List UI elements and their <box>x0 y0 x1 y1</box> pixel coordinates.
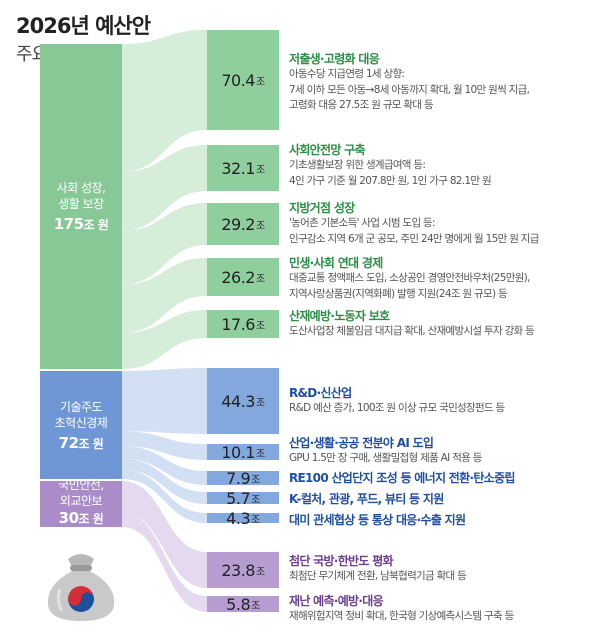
program-description: 산업·생활·공공 전분야 AI 도입 GPU 1.5만 장 구매, 생활밀접형 … <box>289 436 594 467</box>
source-amount: 72조 원 <box>58 433 104 452</box>
program-value: 5.7 조 <box>207 489 279 508</box>
flow-tech <box>122 458 207 504</box>
program-detail: 기초생활보장 위한 생계급여액 등: <box>289 159 426 171</box>
program-title: R&D·신산업 <box>289 386 352 400</box>
program-detail: 도산사업장 체불임금 대지급 확대, 산재예방시설 투자 강화 등 <box>289 325 535 337</box>
program-description: R&D·신산업 R&D 예산 증가, 100조 원 이상 규모 국민성장펀드 등 <box>289 386 594 417</box>
program-description: 저출생·고령화 대응 아동수당 지급연령 1세 상향: 7세 이하 모든 아동→… <box>289 52 594 114</box>
program-value: 70.4 조 <box>207 30 279 130</box>
program-detail: 재해위험지역 정비 확대, 한국형 기상예측시스템 구축 등 <box>289 610 514 622</box>
program-title: 산재예방·노동자 보호 <box>289 309 390 323</box>
program-title: 산업·생활·공공 전분야 AI 도입 <box>289 436 434 450</box>
program-description: 첨단 국방·한반도 평화 최첨단 무기체계 전환, 남북협력기금 확대 등 <box>289 554 594 585</box>
program-detail: 최첨단 무기체계 전환, 남북협력기금 확대 등 <box>289 570 467 582</box>
program-title: K-컬처, 관광, 푸드, 뷰티 등 지원 <box>289 492 444 506</box>
program-title: 대미 관세협상 등 통상 대응·수출 지원 <box>289 513 466 527</box>
source-amount: 30조 원 <box>58 509 104 527</box>
program-description: 민생·사회 연대 경제 대중교통 정액패스 도입, 소상공인 경영안전바우처(2… <box>289 256 594 302</box>
program-description: 재난 예측·예방·대응 재해위험지역 정비 확대, 한국형 기상예측시스템 구축… <box>289 594 594 625</box>
source-amount: 175조 원 <box>53 215 109 233</box>
flow-social <box>122 258 207 334</box>
program-value: 23.8 조 <box>207 552 279 588</box>
source-label: 사회 성장, <box>56 181 106 195</box>
source-label: 기술주도 <box>59 399 103 414</box>
program-title: 사회안전망 구축 <box>289 143 366 157</box>
program-detail: R&D 예산 증가, 100조 원 이상 규모 국민성장펀드 등 <box>289 402 505 414</box>
source-label: 외교안보 <box>59 494 103 508</box>
program-value: 5.8 조 <box>207 595 279 614</box>
program-value: 44.3 조 <box>207 368 279 434</box>
flow-tech <box>122 446 207 485</box>
flow-tech <box>122 368 207 434</box>
source-label: 초혁신경제 <box>54 415 108 430</box>
program-title: RE100 산업단지 조성 등 에너지 전환·탄소중립 <box>289 471 515 485</box>
program-value: 17.6 조 <box>207 310 279 338</box>
program-detail: 7세 이하 모든 아동→8세 아동까지 확대, 월 10만 원씩 지급, <box>289 83 530 96</box>
program-value: 32.1 조 <box>207 145 279 191</box>
program-title: 재난 예측·예방·대응 <box>289 594 384 608</box>
program-detail: 인구감소 지역 6개 군 공모, 주민 24만 명에게 월 15만 원 지급 <box>289 232 539 245</box>
flow-tech <box>122 431 207 460</box>
program-description: 산재예방·노동자 보호 도산사업장 체불임금 대지급 확대, 산재예방시설 투자… <box>289 309 594 340</box>
program-value: 26.2 조 <box>207 258 279 296</box>
program-description: 대미 관세협상 등 통상 대응·수출 지원 <box>289 513 594 528</box>
program-description: 사회안전망 구축 기초생활보장 위한 생계급여액 등: 4인 가구 기준 월 2… <box>289 143 594 189</box>
flow-security <box>122 512 207 612</box>
source-tech: 기술주도 초혁신경제 72조 원 <box>40 371 122 479</box>
program-value: 7.9 조 <box>207 469 279 488</box>
program-value: 10.1 조 <box>207 443 279 462</box>
program-title: 지방거점 성장 <box>289 201 355 215</box>
source-security: 국민안전, 외교안보 30조 원 <box>40 478 122 527</box>
program-description: K-컬처, 관광, 푸드, 뷰티 등 지원 <box>289 492 594 507</box>
flow-security <box>122 481 207 588</box>
flow-social <box>122 203 207 285</box>
money-bag-icon <box>47 554 115 621</box>
page-title: 2026년 예산안 <box>16 14 151 38</box>
program-title: 민생·사회 연대 경제 <box>289 256 383 270</box>
program-description: 지방거점 성장 '농어촌 기본소득' 사업 시범 도입 등: 인구감소 지역 6… <box>289 201 594 247</box>
program-detail: 4인 가구 기준 월 207.8만 원, 1인 가구 82.1만 원 <box>289 174 492 187</box>
flow-social <box>122 30 207 172</box>
program-title: 저출생·고령화 대응 <box>289 52 380 66</box>
source-label: 국민안전, <box>58 478 104 492</box>
flow-social <box>122 310 207 369</box>
program-detail: 고령화 대응 27.5조 원 규모 확대 등 <box>289 99 434 111</box>
source-social: 사회 성장, 생활 보장 175조 원 <box>40 44 122 369</box>
program-detail: GPU 1.5만 장 구매, 생활밀접형 제품 AI 적용 등 <box>289 452 482 464</box>
program-value: 29.2 조 <box>207 203 279 245</box>
program-value: 4.3 조 <box>207 509 279 528</box>
program-detail: '농어촌 기본소득' 사업 시범 도입 등: <box>289 217 436 229</box>
source-label: 생활 보장 <box>58 197 104 211</box>
flow-tech <box>122 469 207 523</box>
program-description: RE100 산업단지 조성 등 에너지 전환·탄소중립 <box>289 471 594 486</box>
flow-social <box>122 145 207 231</box>
program-detail: 대중교통 정액패스 도입, 소상공인 경영안전바우처(25만원), <box>289 272 530 284</box>
program-detail: 아동수당 지급연령 1세 상향: <box>289 68 405 80</box>
program-title: 첨단 국방·한반도 평화 <box>289 554 394 568</box>
program-detail: 지역사랑상품권(지역화폐) 발행 지원(24조 원 규모) 등 <box>289 287 508 300</box>
